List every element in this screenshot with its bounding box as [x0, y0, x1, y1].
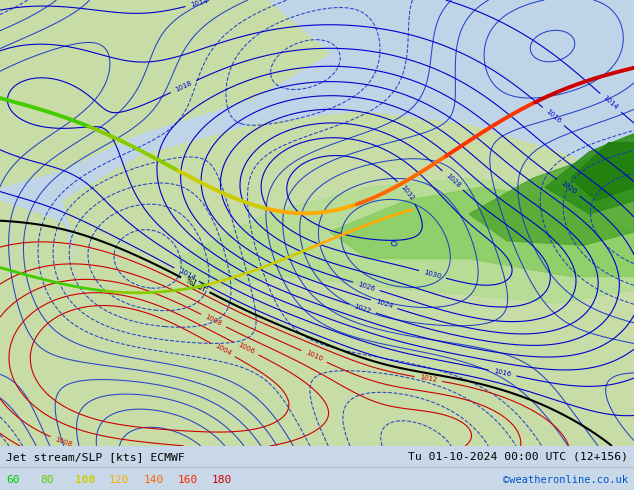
Polygon shape [0, 0, 330, 187]
Text: 1026: 1026 [357, 281, 376, 292]
Polygon shape [545, 134, 634, 214]
Text: %1.3f: %1.3f [184, 276, 207, 294]
Polygon shape [0, 112, 634, 446]
Text: 80: 80 [41, 475, 54, 485]
Text: 1030: 1030 [423, 269, 442, 280]
Text: 1006: 1006 [236, 342, 256, 355]
Text: 1004: 1004 [214, 343, 232, 357]
Polygon shape [330, 187, 634, 276]
Text: Tu 01-10-2024 00:00 UTC (12+156): Tu 01-10-2024 00:00 UTC (12+156) [408, 452, 628, 462]
Text: 1014: 1014 [190, 0, 209, 8]
Polygon shape [178, 178, 634, 303]
Text: 1024: 1024 [375, 298, 394, 310]
Text: 1016: 1016 [493, 368, 512, 378]
Text: 1028: 1028 [444, 172, 462, 189]
Text: 120: 120 [109, 475, 129, 485]
Text: 140: 140 [143, 475, 164, 485]
Text: 1032: 1032 [399, 183, 415, 201]
Polygon shape [469, 156, 634, 245]
Text: 1020: 1020 [559, 180, 577, 196]
Text: 60: 60 [6, 475, 20, 485]
Polygon shape [571, 143, 634, 201]
Text: 1014: 1014 [602, 95, 619, 111]
Polygon shape [0, 201, 82, 446]
Text: 1010: 1010 [304, 350, 323, 363]
Text: Jet stream/SLP [kts] ECMWF: Jet stream/SLP [kts] ECMWF [6, 452, 185, 462]
Text: 1012: 1012 [419, 374, 437, 384]
Polygon shape [0, 0, 634, 446]
Text: 1008: 1008 [204, 314, 223, 327]
Text: ©weatheronline.co.uk: ©weatheronline.co.uk [503, 475, 628, 485]
Text: 180: 180 [212, 475, 232, 485]
Text: 100: 100 [75, 475, 95, 485]
Text: 1018: 1018 [174, 80, 193, 93]
Text: 1022: 1022 [353, 303, 372, 314]
Text: 160: 160 [178, 475, 198, 485]
Text: 1014: 1014 [178, 268, 196, 281]
Text: 1008: 1008 [54, 436, 73, 447]
Text: 1016: 1016 [545, 108, 562, 124]
